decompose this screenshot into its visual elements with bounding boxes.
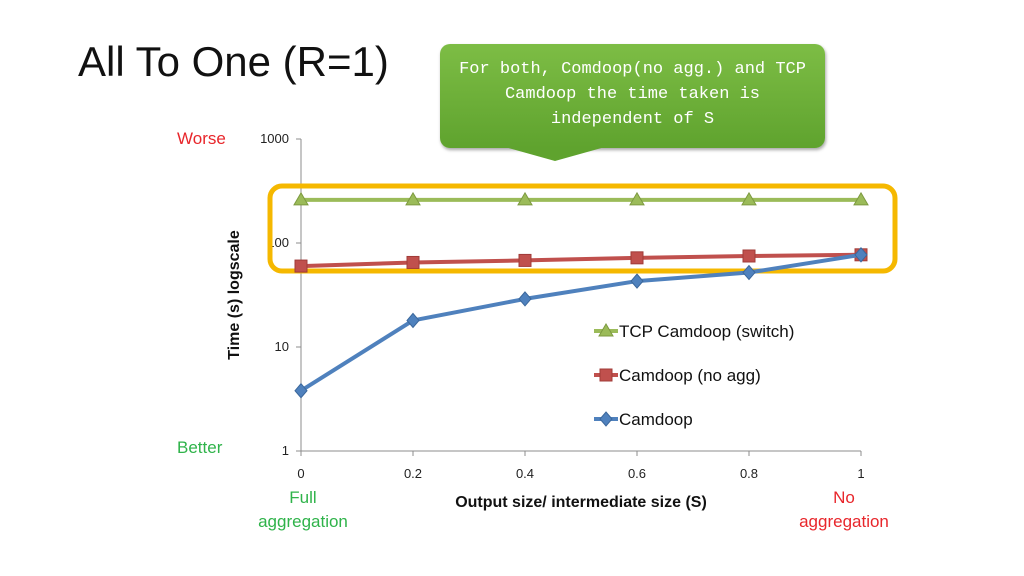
- x-tick-label: 1: [857, 466, 864, 481]
- x-tick-label: 0.8: [740, 466, 758, 481]
- y-tick-label: 1: [282, 443, 289, 458]
- data-point: [406, 312, 420, 329]
- data-point: [742, 249, 756, 263]
- data-point: [630, 273, 644, 289]
- data-point: [406, 255, 420, 269]
- x-axis-label: Output size/ intermediate size (S): [455, 494, 707, 511]
- data-point: [518, 291, 532, 307]
- data-point: [854, 247, 868, 263]
- data-point: [741, 191, 757, 206]
- chart-series: [293, 191, 869, 399]
- data-point: [517, 191, 533, 206]
- data-point: [599, 411, 613, 427]
- callout-tail: [505, 147, 605, 161]
- legend-entry: Camdoop (no agg): [619, 366, 761, 385]
- legend-entry: Camdoop: [619, 410, 693, 429]
- data-point: [518, 253, 532, 267]
- callout-bubble: For both, Comdoop(no agg.) and TCP Camdo…: [440, 44, 825, 148]
- data-point: [853, 191, 869, 206]
- data-point: [599, 368, 613, 382]
- series-line: [300, 252, 862, 269]
- x-tick-label: 0.4: [516, 466, 534, 481]
- x-tick-label: 0.2: [404, 466, 422, 481]
- x-tick-label: 0: [297, 466, 304, 481]
- y-tick-label: 100: [267, 235, 289, 250]
- y-tick-label: 10: [275, 339, 289, 354]
- full-aggregation-note: Full aggregation: [258, 488, 348, 531]
- data-point: [630, 251, 644, 265]
- chart-axes: 1 10 100 1000 0 0.2 0.4 0.6 0.8 1: [260, 131, 865, 481]
- data-point: [405, 191, 421, 206]
- y-axis-label: Time (s) logscale: [226, 230, 243, 360]
- series-line: [299, 252, 862, 393]
- better-label: Better: [177, 438, 223, 457]
- data-point: [294, 382, 308, 399]
- x-tick-label: 0.6: [628, 466, 646, 481]
- data-point: [629, 191, 645, 206]
- slide-title: All To One (R=1): [78, 38, 389, 85]
- worse-label: Worse: [177, 129, 226, 148]
- data-point: [742, 264, 756, 281]
- data-point: [598, 323, 614, 337]
- y-tick-label: 1000: [260, 131, 289, 146]
- highlight-box: [267, 183, 898, 274]
- data-point: [294, 259, 308, 273]
- legend-entry: TCP Camdoop (switch): [619, 322, 794, 341]
- chart-legend: TCP Camdoop (switch) Camdoop (no agg) Camd…: [594, 322, 794, 429]
- no-aggregation-note: No aggregation: [799, 488, 889, 531]
- data-point: [293, 191, 309, 206]
